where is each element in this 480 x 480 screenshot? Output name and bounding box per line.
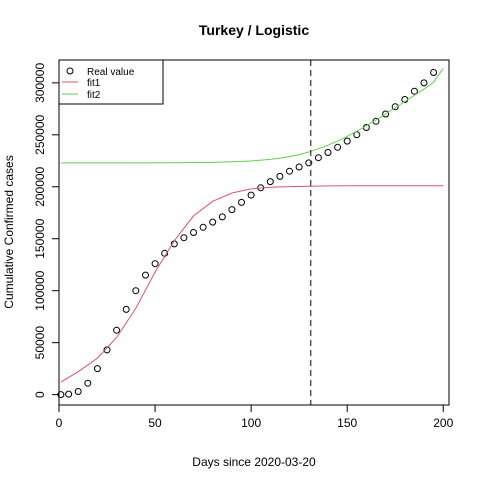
data-point [228, 206, 236, 214]
data-point [305, 159, 313, 167]
y-tick-label: 150000 [33, 218, 47, 258]
y-tick-label: 0 [33, 391, 47, 398]
data-point [334, 143, 342, 151]
y-axis: 0 50000 100000 150000 200000 250000 300000 [33, 63, 60, 398]
x-tick-label: 100 [241, 416, 261, 430]
legend-label-real-value: Real value [87, 67, 135, 78]
x-axis: 0 50 100 150 200 [56, 404, 454, 430]
data-point [410, 87, 418, 95]
x-tick-label: 150 [337, 416, 357, 430]
data-point [132, 287, 140, 295]
data-point [420, 79, 428, 87]
x-axis-label: Days since 2020-03-20 [192, 455, 316, 469]
data-point [57, 391, 65, 399]
data-point [74, 388, 82, 395]
data-point [324, 149, 332, 156]
x-tick-label: 50 [148, 416, 162, 430]
data-point [382, 110, 390, 118]
legend-label-fit1: fit1 [87, 78, 101, 89]
data-point [93, 365, 101, 373]
data-point [190, 229, 197, 236]
y-tick-label: 200000 [33, 166, 47, 206]
data-point [343, 137, 351, 145]
series-points-real-value [57, 69, 438, 399]
data-point [122, 305, 130, 313]
data-point [286, 167, 293, 175]
data-point [353, 131, 361, 139]
legend: Real value fit1 fit2 [58, 59, 164, 105]
data-point [151, 260, 159, 268]
series-line-fit1 [60, 185, 444, 383]
data-point [209, 218, 217, 226]
y-tick-label: 100000 [33, 270, 47, 310]
plot-frame [58, 59, 450, 406]
y-tick-label: 250000 [33, 114, 47, 154]
data-point [84, 379, 92, 387]
data-point [276, 172, 284, 180]
data-point [218, 213, 226, 221]
legend-marker-real-value [66, 67, 74, 75]
chart-title: Turkey / Logistic [199, 22, 309, 38]
series-line-fit2 [60, 68, 444, 164]
y-tick-label: 50000 [33, 326, 47, 360]
data-point [266, 178, 274, 186]
data-point [180, 234, 188, 242]
x-tick-label: 200 [433, 416, 453, 430]
y-tick-label: 300000 [33, 63, 47, 103]
data-point [314, 154, 322, 162]
plot-series [57, 68, 444, 399]
data-point [65, 390, 73, 398]
data-point [103, 346, 111, 354]
data-point [199, 223, 207, 231]
x-tick-label: 0 [56, 416, 63, 430]
data-point [391, 103, 399, 111]
data-point [113, 326, 121, 334]
data-point [295, 163, 303, 171]
y-axis-label: Cumulative Confirmed cases [2, 155, 16, 308]
data-point [142, 271, 149, 279]
data-point [430, 69, 438, 76]
data-point [247, 191, 255, 199]
data-point [238, 198, 245, 206]
legend-label-fit2: fit2 [87, 90, 101, 101]
